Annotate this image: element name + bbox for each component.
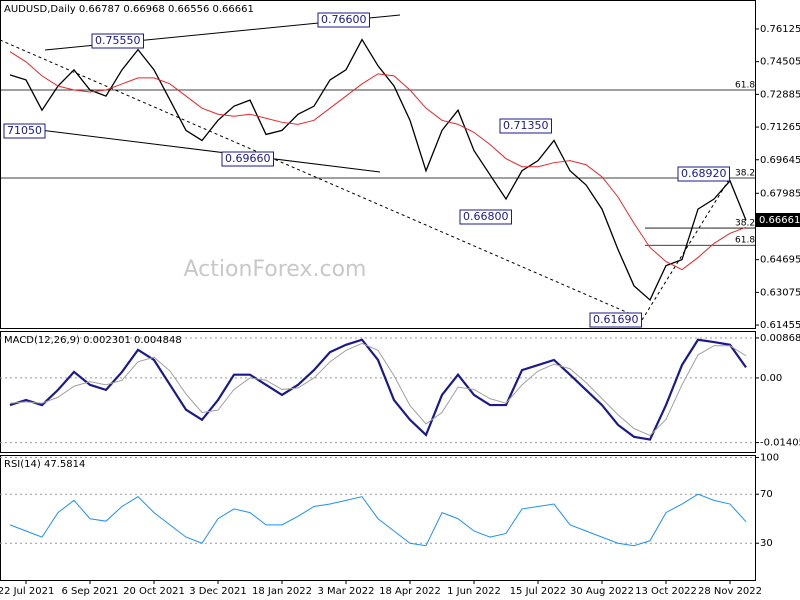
x-tick-label: 1 Jun 2022 [447,586,501,597]
x-tick-label: 20 Oct 2021 [123,586,185,597]
annotation: 0.68920 [681,167,727,180]
y-tick-label: 0.63075 [760,287,800,298]
x-tick-label: 15 Jul 2022 [510,586,567,597]
panel-title: RSI(14) 47.5814 [4,459,85,470]
y-tick-label: 0.008687 [760,333,800,344]
x-tick-label: 6 Sep 2021 [61,586,118,597]
y-tick-label: -0.014056 [760,438,800,449]
annotation: 0.76600 [321,13,367,26]
annotation-box [459,209,512,225]
y-tick-label: 0.61455 [760,320,800,331]
trendline [0,39,641,319]
x-tick-label: 28 Nov 2022 [698,586,762,597]
y-tick-label: 100 [760,452,779,463]
series-line [9,38,747,302]
annotation-box [221,151,274,167]
annotation: 0.66800 [463,210,509,223]
series-line [9,493,747,547]
trendline [39,129,381,173]
annotation: 0.71350 [503,119,549,132]
x-tick-label: 22 Jul 2021 [0,586,54,597]
x-tick-label: 30 Aug 2022 [570,586,634,597]
y-tick-label: 70 [760,489,773,500]
watermark: ActionForex.com [184,257,367,282]
fib-label: 38.2 [735,219,755,229]
y-tick-label: 0.67985 [760,188,800,199]
trendline [641,177,731,321]
y-tick-label: 0.72885 [760,89,800,100]
last-price-box [755,212,800,227]
series-line [9,51,747,271]
y-tick-label: 0.74505 [760,57,800,68]
annotation-box [677,166,730,182]
y-tick-label: 0.64695 [760,255,800,266]
annotation-box [317,12,370,28]
last-price: 0.66661 [759,215,800,226]
y-tick-label: 0.71265 [760,122,800,133]
y-tick-label: 0.00 [760,373,782,384]
annotation-box [91,33,144,49]
fib-label: 61.8 [735,81,755,91]
x-tick-label: 3 Dec 2021 [189,586,247,597]
x-tick-label: 18 Apr 2022 [379,586,441,597]
annotation-box [589,312,642,328]
fib-label: 38.2 [735,169,755,179]
series-line [9,338,747,441]
annotation: 0.69660 [225,152,271,165]
panel-frame [0,455,756,581]
fib-label: 61.8 [735,236,755,246]
panel-title: AUDUSD,Daily 0.66787 0.66968 0.66556 0.6… [4,4,254,15]
annotation: 0.75550 [95,34,141,47]
x-tick-label: 13 Oct 2022 [635,586,697,597]
annotation-box [499,118,552,134]
y-tick-label: 0.76125 [760,24,800,35]
panel-frame [0,0,756,329]
panel-frame [0,331,756,453]
annotation: 71050 [7,124,42,137]
y-tick-label: 0.69645 [760,155,800,166]
panel-title: MACD(12,26,9) 0.002301 0.004848 [4,335,182,346]
series-line [9,342,747,437]
annotation: 0.61690 [593,313,639,326]
x-tick-label: 18 Jan 2022 [252,586,312,597]
annotation-box [3,123,46,139]
y-tick-label: 30 [760,538,773,549]
x-tick-label: 3 Mar 2022 [317,586,374,597]
